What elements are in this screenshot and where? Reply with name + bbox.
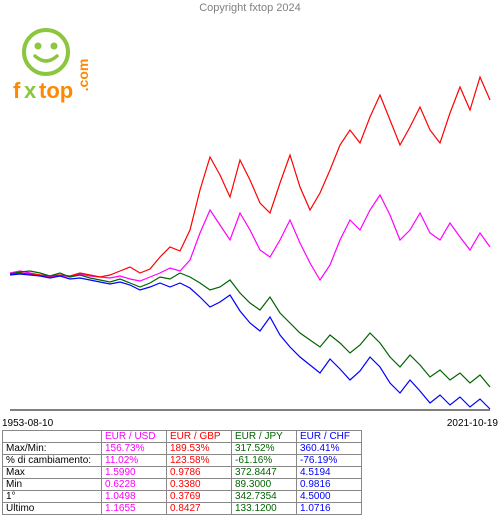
table-cell: 189.53% bbox=[167, 443, 232, 455]
copyright-text: Copyright fxtop 2024 bbox=[199, 2, 301, 14]
currency-chart bbox=[5, 15, 495, 415]
table-row-header: Max bbox=[3, 467, 102, 479]
table-row: Ultimo1.16550.8427133.12001.0716 bbox=[3, 503, 362, 515]
series-line bbox=[10, 195, 490, 281]
table-row: Min0.62280.338089.30000.9816 bbox=[3, 479, 362, 491]
table-cell: 372.8447 bbox=[232, 467, 297, 479]
statistics-table: EUR / USDEUR / GBPEUR / JPYEUR / CHFMax/… bbox=[2, 430, 362, 515]
table-cell: 342.7354 bbox=[232, 491, 297, 503]
series-line bbox=[10, 271, 490, 387]
table-row: Max1.59900.9786372.84474.5194 bbox=[3, 467, 362, 479]
table-cell: 1.5990 bbox=[102, 467, 167, 479]
table-row: % di cambiamento:11.02%123.58%-61.16%-76… bbox=[3, 455, 362, 467]
table-row-header: 1° bbox=[3, 491, 102, 503]
table-cell: 1.1655 bbox=[102, 503, 167, 515]
date-end-label: 2021-10-19 bbox=[447, 418, 498, 429]
date-start-label: 1953-08-10 bbox=[2, 418, 53, 429]
table-cell: 4.5194 bbox=[297, 467, 362, 479]
table-cell: 360.41% bbox=[297, 443, 362, 455]
table-column-header: EUR / GBP bbox=[167, 431, 232, 443]
table-row-header: % di cambiamento: bbox=[3, 455, 102, 467]
series-line bbox=[10, 274, 490, 409]
table-row: Max/Min:156.73%189.53%317.52%360.41% bbox=[3, 443, 362, 455]
table-cell: 1.0716 bbox=[297, 503, 362, 515]
table-cell: 0.8427 bbox=[167, 503, 232, 515]
table-column-header: EUR / JPY bbox=[232, 431, 297, 443]
table-row: 1°1.04980.3769342.73544.5000 bbox=[3, 491, 362, 503]
table-cell: 0.9786 bbox=[167, 467, 232, 479]
table-row-header: Min bbox=[3, 479, 102, 491]
table-cell: 0.6228 bbox=[102, 479, 167, 491]
table-cell: 11.02% bbox=[102, 455, 167, 467]
table-cell: 4.5000 bbox=[297, 491, 362, 503]
table-column-header: EUR / CHF bbox=[297, 431, 362, 443]
table-row-header: Ultimo bbox=[3, 503, 102, 515]
table-corner-cell bbox=[3, 431, 102, 443]
series-line bbox=[10, 77, 490, 277]
table-cell: 156.73% bbox=[102, 443, 167, 455]
table-header-row: EUR / USDEUR / GBPEUR / JPYEUR / CHF bbox=[3, 431, 362, 443]
table-cell: 1.0498 bbox=[102, 491, 167, 503]
table-cell: 317.52% bbox=[232, 443, 297, 455]
table-cell: 0.3380 bbox=[167, 479, 232, 491]
table-cell: 123.58% bbox=[167, 455, 232, 467]
table-cell: -61.16% bbox=[232, 455, 297, 467]
table-cell: 133.1200 bbox=[232, 503, 297, 515]
table-row-header: Max/Min: bbox=[3, 443, 102, 455]
table-column-header: EUR / USD bbox=[102, 431, 167, 443]
table-cell: 0.9816 bbox=[297, 479, 362, 491]
table-cell: 89.3000 bbox=[232, 479, 297, 491]
table-cell: 0.3769 bbox=[167, 491, 232, 503]
table-cell: -76.19% bbox=[297, 455, 362, 467]
